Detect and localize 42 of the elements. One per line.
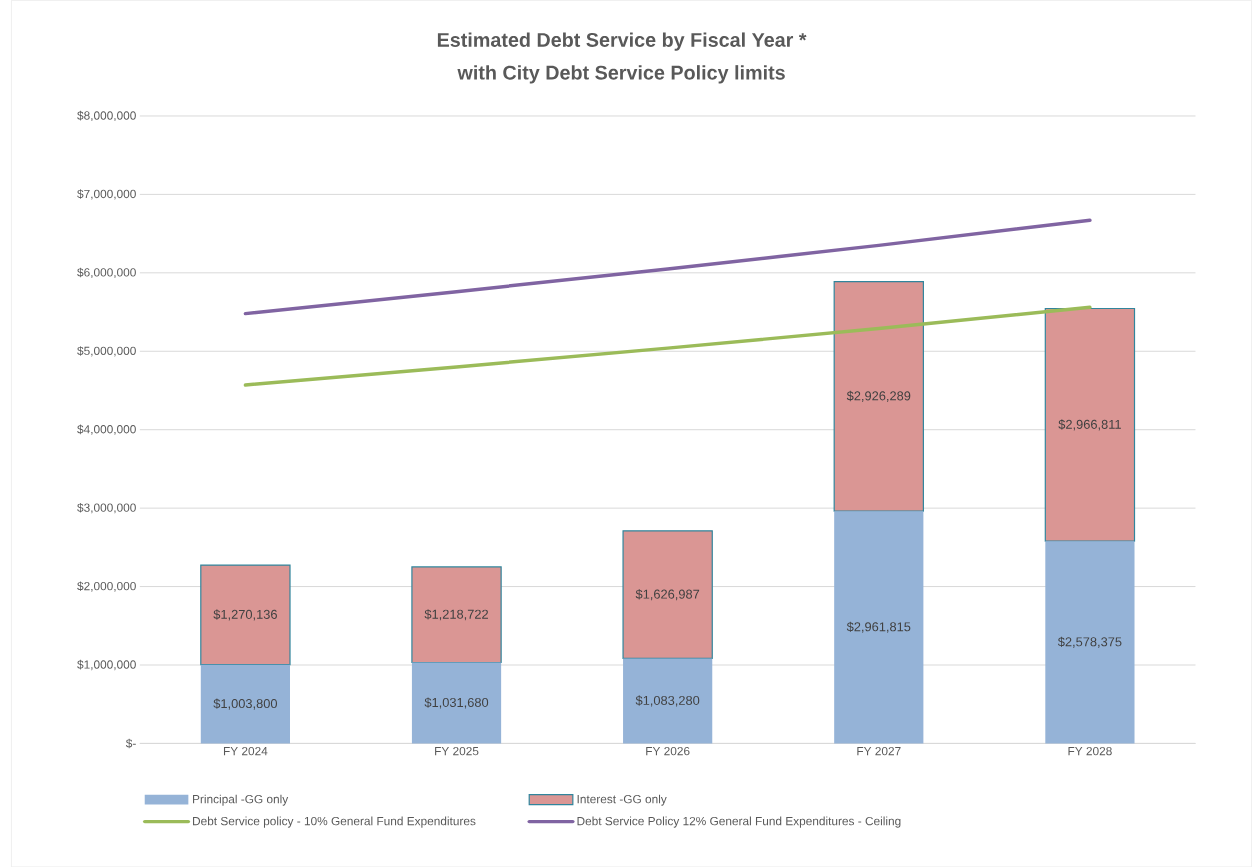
data-label: $2,966,811: [1058, 419, 1121, 431]
bar: [200, 664, 291, 744]
data-label: $1,083,280: [635, 695, 700, 707]
y-tick-label: $2,000,000: [77, 581, 136, 592]
bar: [200, 564, 291, 666]
data-label: $2,578,375: [1057, 636, 1122, 648]
legend-label: Debt Service Policy 12% General Fund Expenditures - Ceiling: [577, 816, 901, 828]
x-tick-label: FY 2025: [435, 746, 479, 756]
chart-title: Estimated Debt Service by Fiscal Year *: [437, 32, 807, 51]
bar: [833, 280, 924, 512]
data-label: $1,218,722: [424, 608, 488, 621]
bar: [1044, 307, 1136, 542]
line-series: [243, 218, 1092, 316]
legend-label: Principal -GG only: [193, 794, 289, 806]
data-label: $2,926,289: [846, 390, 911, 402]
bar: [623, 658, 713, 744]
y-tick-label: $4,000,000: [77, 424, 136, 435]
x-tick-label: FY 2026: [646, 746, 690, 756]
bar: [834, 510, 924, 744]
data-label: $1,270,136: [213, 609, 277, 621]
chart-subtitle: with City Debt Service Policy limits: [457, 64, 785, 84]
x-tick-label: FY 2027: [857, 746, 901, 756]
y-tick-label: $8,000,000: [77, 110, 136, 121]
y-tick-label: $7,000,000: [77, 189, 136, 200]
data-label: $1,031,680: [424, 697, 489, 709]
line-series: [243, 305, 1092, 387]
data-label: $1,626,987: [635, 588, 700, 601]
y-tick-label: $1,000,000: [77, 659, 136, 670]
legend-label: Interest -GG only: [577, 794, 667, 806]
bar: [1045, 541, 1135, 744]
y-tick-label: $3,000,000: [77, 502, 136, 514]
y-tick-label: $6,000,000: [77, 267, 136, 278]
bar: [411, 566, 502, 663]
bar: [622, 530, 713, 659]
data-label: $1,003,800: [213, 698, 278, 710]
x-tick-label: FY 2024: [223, 746, 268, 756]
y-tick-label: $-: [125, 738, 136, 749]
legend-label: Debt Service policy - 10% General Fund Expenditures: [193, 816, 476, 828]
y-tick-label: $5,000,000: [77, 345, 136, 357]
bar: [411, 662, 502, 744]
x-tick-label: FY 2028: [1068, 746, 1112, 756]
data-label: $2,961,815: [846, 621, 911, 633]
